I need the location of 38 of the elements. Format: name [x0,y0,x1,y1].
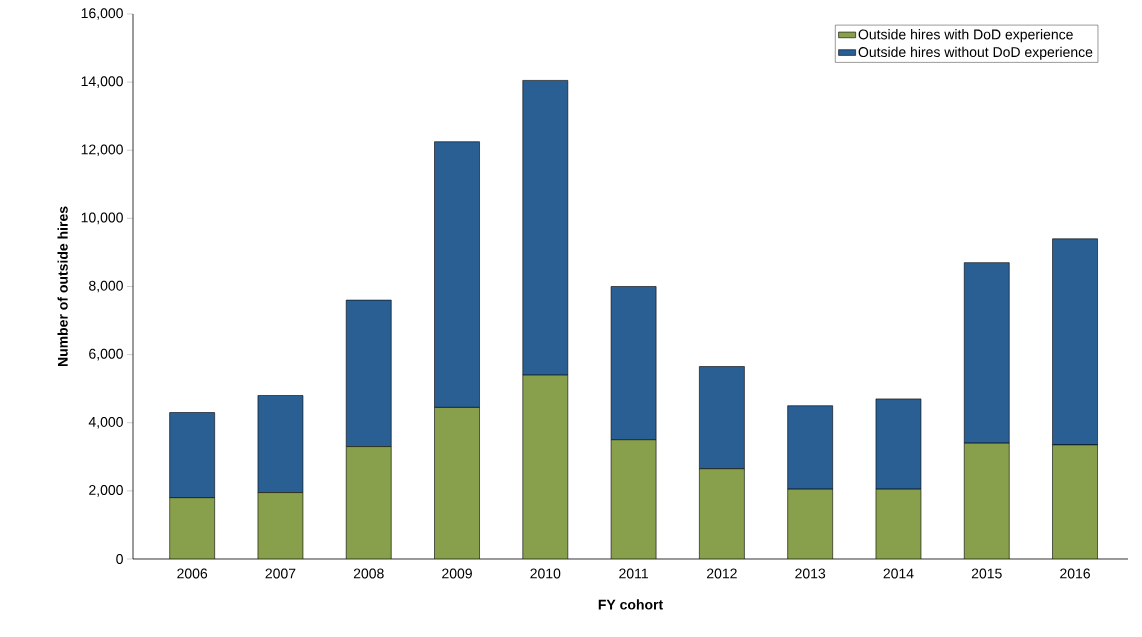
bar [875,398,922,490]
bar [610,439,657,559]
x-tick-label: 2013 [795,568,826,579]
bar [699,468,745,559]
y-tick-label: 16,000 [81,8,123,20]
bar [434,407,480,559]
bar [1052,444,1098,559]
x-tick-label: 2015 [971,568,1002,579]
x-tick-label: 2011 [619,568,648,579]
x-tick-label: 2016 [1060,568,1090,579]
bar [345,446,392,559]
y-tick-label: 8,000 [89,280,123,293]
x-tick-label: 2007 [265,568,296,579]
y-tick-label: 0 [116,554,123,564]
x-tick-label: 2010 [530,568,561,579]
x-tick-label: 2014 [883,568,914,579]
bar [875,488,922,559]
bar [257,395,304,493]
bar [787,488,833,559]
x-tick-label: 2006 [177,568,208,579]
x-tick-label: 2012 [707,568,737,579]
bar [963,442,1010,559]
bar [169,497,215,559]
y-tick-label: 2,000 [89,485,123,497]
bar [257,492,304,559]
y-tick-label: 14,000 [81,76,123,88]
legend-label: Outside hires with DoD experience [858,29,1073,43]
x-tick-label: 2008 [353,568,384,579]
x-axis-title: FY cohort [598,599,663,610]
y-tick-label: 6,000 [89,348,123,361]
y-axis-title: Number of outside hires [57,206,68,367]
x-tick-label: 2009 [442,568,472,579]
y-tick-label: 4,000 [88,416,123,429]
y-tick-label: 10,000 [81,212,123,225]
legend-label: Outside hires without DoD experience [858,46,1093,60]
y-tick-label: 12,000 [81,144,123,157]
bar [522,374,569,559]
bar [787,405,833,490]
